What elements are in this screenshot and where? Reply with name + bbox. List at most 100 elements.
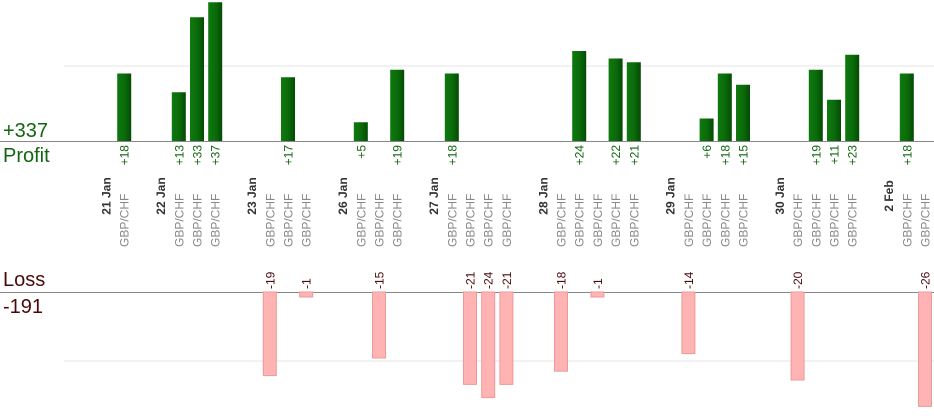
profit-value-label: +18 <box>718 145 732 166</box>
profit-value-label: +18 <box>900 145 914 166</box>
date-label: 27 Jan <box>427 177 441 214</box>
loss-bar <box>299 291 314 298</box>
loss-value-label: -1 <box>591 278 605 289</box>
profit-value-label: +22 <box>609 145 623 166</box>
pair-label: GBP/CHF <box>555 194 569 247</box>
profit-bar <box>353 122 368 141</box>
pair-label: GBP/CHF <box>809 194 823 247</box>
pair-label: GBP/CHF <box>846 194 860 247</box>
pair-label: GBP/CHF <box>500 194 514 247</box>
loss-bar <box>590 291 605 298</box>
profit-value-label: +33 <box>191 145 205 166</box>
pair-label: GBP/CHF <box>172 194 186 247</box>
pair-label: GBP/CHF <box>791 194 805 247</box>
profit-value-label: +18 <box>445 145 459 166</box>
loss-label: Loss <box>3 269 46 291</box>
profit-bar <box>736 84 750 141</box>
pair-label: GBP/CHF <box>282 194 296 247</box>
profit-value-label: +19 <box>809 145 823 166</box>
loss-bar <box>554 291 568 372</box>
loss-bar <box>481 291 496 399</box>
pair-label: GBP/CHF <box>482 194 496 247</box>
profit-value-label: +17 <box>282 145 296 166</box>
pair-label: GBP/CHF <box>627 194 641 247</box>
pair-label: GBP/CHF <box>118 194 132 247</box>
pair-label: GBP/CHF <box>391 194 405 247</box>
pair-label: GBP/CHF <box>209 194 223 247</box>
profit-value-label: +5 <box>354 145 368 159</box>
profit-bar <box>827 99 841 141</box>
loss-value-label: -21 <box>464 271 478 289</box>
profit-bar <box>171 92 186 141</box>
loss-value-label: -26 <box>919 271 933 289</box>
loss-value-label: -19 <box>263 271 277 289</box>
date-label: 28 Jan <box>536 177 550 214</box>
profit-value-label: +15 <box>737 145 751 166</box>
loss-total: -191 <box>3 296 44 318</box>
loss-bar <box>681 291 696 355</box>
loss-bar <box>372 291 386 359</box>
profit-bar <box>808 69 823 141</box>
profit-value-label: +23 <box>846 145 860 166</box>
pair-label: GBP/CHF <box>609 194 623 247</box>
pair-label: GBP/CHF <box>591 194 605 247</box>
loss-bar <box>918 291 932 407</box>
loss-value-label: -21 <box>500 271 514 289</box>
loss-value-label: -18 <box>555 271 569 289</box>
pair-label: GBP/CHF <box>573 194 587 247</box>
profit-value-label: +37 <box>209 145 223 166</box>
date-label: 22 Jan <box>154 177 168 214</box>
pair-label: GBP/CHF <box>737 194 751 247</box>
loss-value-label: -20 <box>791 271 805 289</box>
date-label: 21 Jan <box>100 177 114 214</box>
profit-bar <box>626 62 641 141</box>
profit-value-label: +19 <box>391 145 405 166</box>
pair-label: GBP/CHF <box>464 194 478 247</box>
pair-label: GBP/CHF <box>354 194 368 247</box>
pair-label: GBP/CHF <box>300 194 314 247</box>
profit-bar <box>208 2 223 141</box>
loss-value-label: -15 <box>373 271 387 289</box>
loss-bar <box>262 291 277 377</box>
profit-value-label: +6 <box>700 145 714 159</box>
profit-bar <box>390 69 405 141</box>
profit-label: Profit <box>3 145 50 167</box>
profit-bar <box>845 54 860 141</box>
loss-value-label: -1 <box>300 278 314 289</box>
loss-bar <box>499 291 514 385</box>
loss-value-label: -24 <box>482 271 496 289</box>
pair-label: GBP/CHF <box>828 194 842 247</box>
date-label: 2 Feb <box>882 180 896 211</box>
profit-bar <box>444 73 459 141</box>
loss-bar <box>463 291 477 385</box>
pair-label: GBP/CHF <box>191 194 205 247</box>
pair-label: GBP/CHF <box>900 194 914 247</box>
profit-bar <box>717 73 732 141</box>
profit-bar <box>117 73 132 141</box>
date-label: 23 Jan <box>245 177 259 214</box>
profit-bar <box>190 17 204 141</box>
profit-bar <box>281 77 295 141</box>
profit-total: +337 <box>3 120 49 142</box>
date-label: 30 Jan <box>773 177 787 214</box>
pair-label: GBP/CHF <box>682 194 696 247</box>
profit-value-label: +13 <box>172 145 186 166</box>
profit-bar <box>699 118 714 141</box>
pair-label: GBP/CHF <box>373 194 387 247</box>
pair-label: GBP/CHF <box>445 194 459 247</box>
pair-label: GBP/CHF <box>263 194 277 247</box>
profit-value-label: +24 <box>573 145 587 166</box>
profit-value-label: +18 <box>118 145 132 166</box>
pair-label: GBP/CHF <box>919 194 933 247</box>
loss-bar <box>790 291 805 381</box>
date-label: 29 Jan <box>664 177 678 214</box>
pair-label: GBP/CHF <box>700 194 714 247</box>
date-label: 26 Jan <box>336 177 350 214</box>
profit-bar <box>572 51 587 141</box>
profit-value-label: +11 <box>828 145 842 165</box>
pair-label: GBP/CHF <box>718 194 732 247</box>
loss-value-label: -14 <box>682 271 696 289</box>
profit-value-label: +21 <box>627 145 641 166</box>
profit-bar <box>899 73 914 141</box>
